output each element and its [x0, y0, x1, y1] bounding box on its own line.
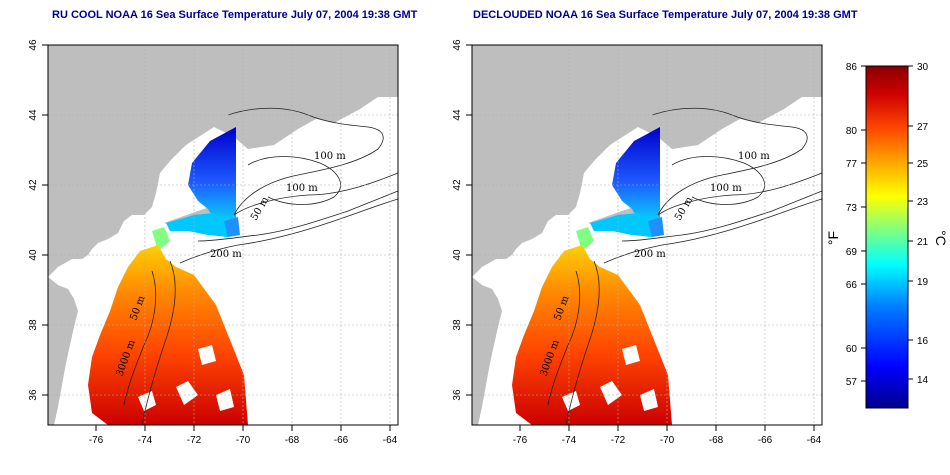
celsius-tick-label: 25: [917, 159, 929, 170]
fahrenheit-tick-label: 80: [846, 126, 858, 137]
contour-label: 100 m: [738, 151, 770, 162]
lat-axis: 46 44 42 40 38 36: [452, 39, 463, 401]
colorbar: 86 80 77 73 69 66 60 57 30 27 25 23 21 1…: [825, 62, 949, 409]
celsius-tick-label: 19: [917, 277, 929, 288]
contour-label: 200 m: [634, 249, 666, 260]
celsius-tick-label: 23: [917, 197, 929, 208]
contour-label: 200 m: [210, 249, 242, 260]
celsius-tick-label: 30: [917, 62, 929, 73]
map-panel-raw: 100 m 100 m 50 m 200 m 50 m 3000 m -76 -…: [28, 39, 399, 446]
lon-axis: -76 -74 -72 -70 -68 -66 -64: [513, 435, 822, 446]
lon-tick-label: -76: [513, 435, 528, 446]
map-title-raw: RU COOL NOAA 16 Sea Surface Temperature …: [52, 9, 418, 21]
map-frame: [47, 44, 399, 426]
lat-tick-label: 36: [28, 389, 39, 401]
lat-tick-label: 40: [452, 249, 463, 261]
map-panel-declouded: 100 m 100 m 50 m 200 m 50 m 3000 m -76 -…: [452, 39, 823, 446]
lon-tick-label: -74: [138, 435, 153, 446]
map-title-declouded: DECLOUDED NOAA 16 Sea Surface Temperatur…: [473, 9, 858, 21]
lon-tick-label: -64: [383, 435, 398, 446]
fahrenheit-tick-label: 60: [846, 344, 858, 355]
celsius-tick-label: 14: [917, 375, 929, 386]
lat-tick-label: 44: [28, 109, 39, 121]
lat-tick-label: 40: [28, 249, 39, 261]
lon-tick-label: -64: [807, 435, 822, 446]
lon-tick-label: -70: [236, 435, 251, 446]
fahrenheit-tick-label: 66: [846, 280, 858, 291]
lat-tick-label: 44: [452, 109, 463, 121]
lon-tick-label: -68: [709, 435, 724, 446]
colorbar-gradient: [865, 65, 909, 409]
celsius-tick-label: 21: [917, 237, 929, 248]
lon-tick-label: -72: [187, 435, 202, 446]
celsius-unit-label: °C: [933, 230, 949, 246]
lat-tick-label: 46: [452, 39, 463, 51]
contour-label: 100 m: [286, 183, 318, 194]
fahrenheit-tick-label: 69: [846, 247, 858, 258]
contour-label: 100 m: [710, 183, 742, 194]
celsius-tick-label: 16: [917, 336, 929, 347]
celsius-tick-label: 27: [917, 122, 929, 133]
lat-tick-label: 38: [452, 319, 463, 331]
lon-tick-label: -68: [285, 435, 300, 446]
lon-tick-label: -74: [562, 435, 577, 446]
lat-tick-label: 36: [452, 389, 463, 401]
map-frame: [471, 44, 823, 426]
lon-axis: -76 -74 -72 -70 -68 -66 -64: [89, 435, 398, 446]
lon-tick-label: -66: [758, 435, 773, 446]
lat-axis: 46 44 42 40 38 36: [28, 39, 39, 401]
fahrenheit-unit-label: °F: [825, 231, 841, 245]
lat-tick-label: 46: [28, 39, 39, 51]
fahrenheit-tick-label: 73: [846, 203, 858, 214]
lat-tick-label: 38: [28, 319, 39, 331]
fahrenheit-tick-label: 77: [846, 159, 858, 170]
contour-label: 100 m: [314, 151, 346, 162]
fahrenheit-tick-label: 57: [846, 377, 858, 388]
lon-tick-label: -70: [660, 435, 675, 446]
lon-tick-label: -66: [334, 435, 349, 446]
lat-tick-label: 42: [28, 179, 39, 191]
lon-tick-label: -72: [611, 435, 626, 446]
lon-tick-label: -76: [89, 435, 104, 446]
fahrenheit-tick-label: 86: [846, 62, 858, 73]
lat-tick-label: 42: [452, 179, 463, 191]
